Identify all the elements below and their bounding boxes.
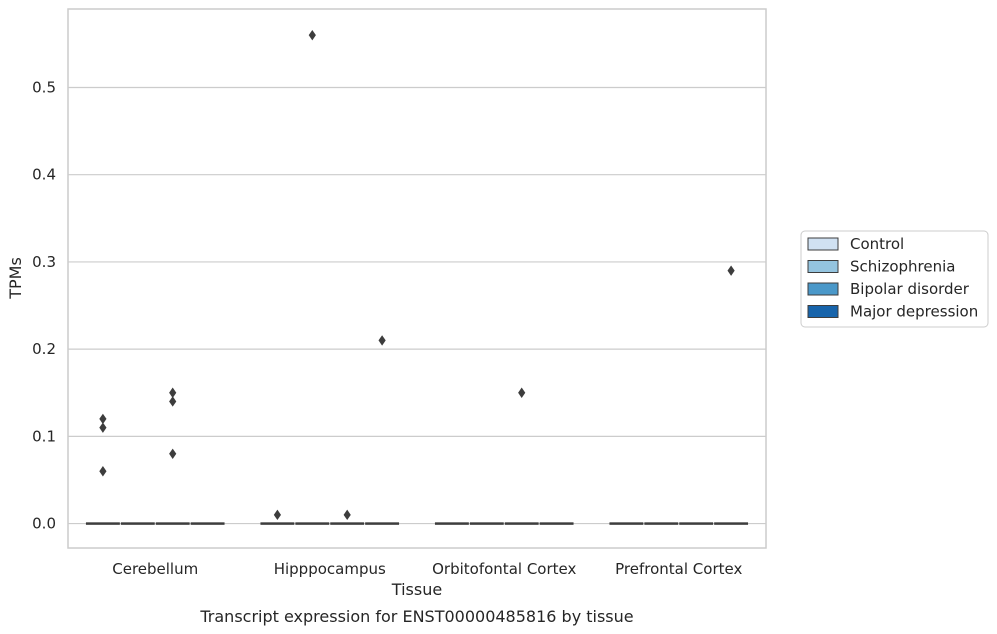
x-tick-label: Prefrontal Cortex (615, 560, 742, 578)
legend-swatch (807, 260, 839, 273)
legend-swatch (807, 282, 839, 296)
outlier-point (169, 448, 177, 460)
outlier-point (308, 29, 316, 41)
outlier-point (99, 413, 107, 425)
x-axis-label: Tissue (391, 580, 442, 599)
outlier-point (99, 466, 107, 477)
legend-label: Schizophrenia (850, 258, 955, 276)
y-axis-label: TPMs (6, 257, 25, 300)
legend-frame (800, 230, 989, 328)
outlier-point (343, 509, 351, 521)
y-tick-label: 0.5 (32, 78, 56, 96)
y-tick-label: 0.2 (32, 340, 56, 358)
x-tick-label: Cerebellum (112, 560, 198, 578)
legend-label: Major depression (850, 303, 978, 321)
outlier-point (99, 422, 107, 433)
outlier-point (727, 265, 735, 276)
boxes (85, 522, 749, 525)
outlier-point (169, 387, 177, 398)
y-tick-label: 0.4 (32, 166, 56, 184)
y-tick-label: 0.3 (32, 253, 56, 271)
legend-label: Bipolar disorder (850, 280, 970, 298)
x-tick-label: Hipppocampus (274, 560, 386, 578)
legend-swatch (807, 237, 839, 251)
y-tick-labels: 0.0 0.1 0.2 0.3 0.4 0.5 (32, 78, 56, 532)
outlier-point (518, 387, 526, 398)
outlier-point (273, 509, 281, 521)
legend: Control Schizophrenia Bipolar disorder Majo… (800, 230, 989, 328)
outliers (99, 29, 735, 521)
y-tick-label: 0.1 (32, 427, 56, 445)
plot-frame (67, 8, 767, 549)
legend-swatch (807, 305, 839, 318)
x-tick-label: Orbitofontal Cortex (432, 560, 576, 578)
chart-caption: Transcript expression for ENST0000048581… (199, 607, 633, 626)
x-tick-labels: Cerebellum Hipppocampus Orbitofontal Corte… (112, 560, 742, 578)
outlier-point (378, 335, 386, 346)
outlier-point (169, 396, 177, 407)
legend-label: Control (850, 235, 904, 253)
y-tick-label: 0.0 (32, 515, 56, 533)
